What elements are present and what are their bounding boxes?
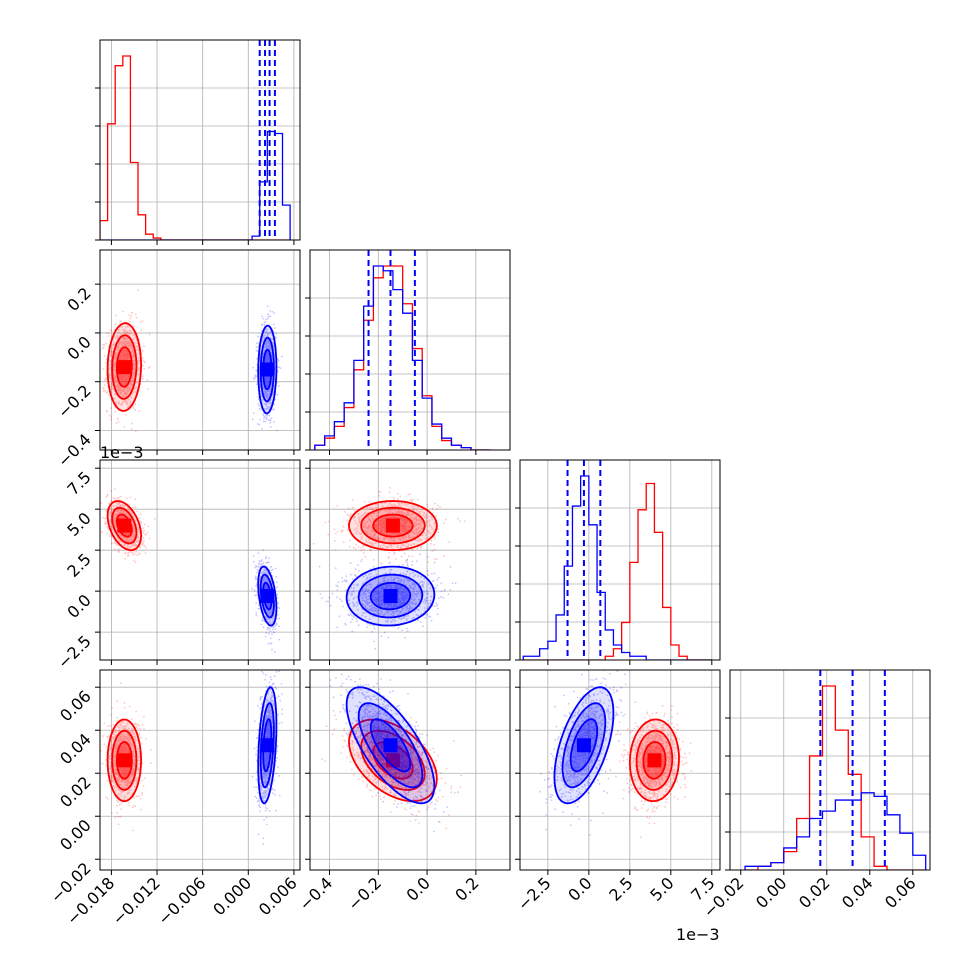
x-tick-label: 0.06 <box>881 873 920 912</box>
panel-0-0 <box>95 39 301 245</box>
panel-frame <box>309 459 511 661</box>
x-tick-label: 2.5 <box>605 873 636 904</box>
density-peak <box>647 753 662 768</box>
x-tick-label: 0.04 <box>838 873 877 912</box>
histogram-blue <box>314 265 491 450</box>
histogram-red <box>745 685 926 870</box>
y-tick-label: 0.0 <box>63 332 94 363</box>
panel-3-1: −0.4 −0.2 0.0 0.2 <box>295 669 511 914</box>
y-tick-label: 0.06 <box>56 687 95 726</box>
panel-frame <box>309 249 511 451</box>
x-tick-label: −0.2 <box>344 873 385 914</box>
panel-1-0: −0.4 −0.2 0.0 0.2 <box>54 249 301 471</box>
histogram-blue <box>744 792 927 870</box>
x-tick-label: 0.0 <box>564 873 595 904</box>
corner-plot-panels: −0.4−0.20.00.2−2.50.02.55.07.5−0.018−0.0… <box>47 39 931 944</box>
panel-frame <box>519 459 721 661</box>
density-peak <box>260 589 275 604</box>
y-tick-label: 2.5 <box>63 550 94 581</box>
y-tick-label: −2.5 <box>54 632 95 673</box>
panel-plot-area <box>100 460 300 660</box>
panel-plot-area <box>310 460 510 660</box>
panel-2-2 <box>515 459 721 665</box>
scatter-blue <box>325 673 463 833</box>
panel-3-3: −0.02 0.00 0.02 0.04 0.06 <box>699 669 931 921</box>
density-peak <box>117 753 132 768</box>
density-peak <box>383 738 398 753</box>
panel-plot-area <box>310 670 510 870</box>
panel-plot-area <box>100 250 300 450</box>
panel-plot-area <box>730 670 930 870</box>
x-tick-label: 0.00 <box>752 873 791 912</box>
panel-frame <box>99 459 301 661</box>
x-tick-label: 5.0 <box>646 873 677 904</box>
panel-frame <box>99 669 301 871</box>
y-tick-label: −0.4 <box>54 430 95 471</box>
x-tick-label: −2.5 <box>514 873 555 914</box>
panel-plot-area <box>520 460 720 660</box>
panel-plot-area <box>310 250 510 450</box>
panel-frame <box>519 669 721 871</box>
panel-plot-area <box>520 670 720 870</box>
y-tick-label: 0.02 <box>56 773 95 812</box>
y-tick-label: 0.0 <box>63 591 94 622</box>
x-tick-label: −0.006 <box>154 873 209 928</box>
density-peak <box>576 738 591 753</box>
x-tick-label: 0.02 <box>795 873 834 912</box>
x-offset-label: 1e−3 <box>676 925 720 944</box>
panel-1-1 <box>305 249 511 455</box>
y-tick-label: 0.2 <box>63 284 94 315</box>
x-tick-label: 0.0 <box>402 873 433 904</box>
panel-3-2: −2.5 0.0 2.5 5.0 7.5 <box>514 669 721 914</box>
y-tick-label: −0.2 <box>54 381 95 422</box>
density-peak <box>117 518 132 533</box>
x-tick-label: 0.006 <box>255 873 301 919</box>
density-peak <box>260 362 275 377</box>
panel-plot-area <box>100 670 300 870</box>
histogram-red <box>523 482 712 660</box>
panel-2-0: −2.5 0.0 2.5 5.0 7.5 <box>54 459 301 673</box>
panel-frame <box>99 249 301 451</box>
x-tick-label: 0.000 <box>209 873 255 919</box>
histogram-blue <box>522 475 712 660</box>
x-tick-label: 0.2 <box>451 873 482 904</box>
histogram-red <box>100 55 291 240</box>
x-tick-label: −0.4 <box>295 873 336 914</box>
y-tick-label: 7.5 <box>63 468 94 499</box>
density-peak <box>117 360 132 375</box>
panel-frame <box>99 39 301 241</box>
panel-frame <box>729 669 931 871</box>
y-tick-label: 5.0 <box>63 509 94 540</box>
panel-3-0: −0.018−0.012−0.006 0.000 0.006−0.020.000.0… <box>47 669 301 929</box>
density-peak <box>385 518 400 533</box>
y-offset-label: 1e−3 <box>100 443 144 462</box>
x-tick-label: −0.012 <box>109 873 164 928</box>
histogram-blue <box>100 130 291 240</box>
density-peak <box>383 589 398 604</box>
y-tick-label: 0.04 <box>56 730 95 769</box>
y-tick-label: 0.00 <box>56 816 95 855</box>
panel-2-1 <box>305 459 511 665</box>
density-peak <box>260 738 275 753</box>
panel-plot-area <box>100 40 300 240</box>
panel-frame <box>309 669 511 871</box>
